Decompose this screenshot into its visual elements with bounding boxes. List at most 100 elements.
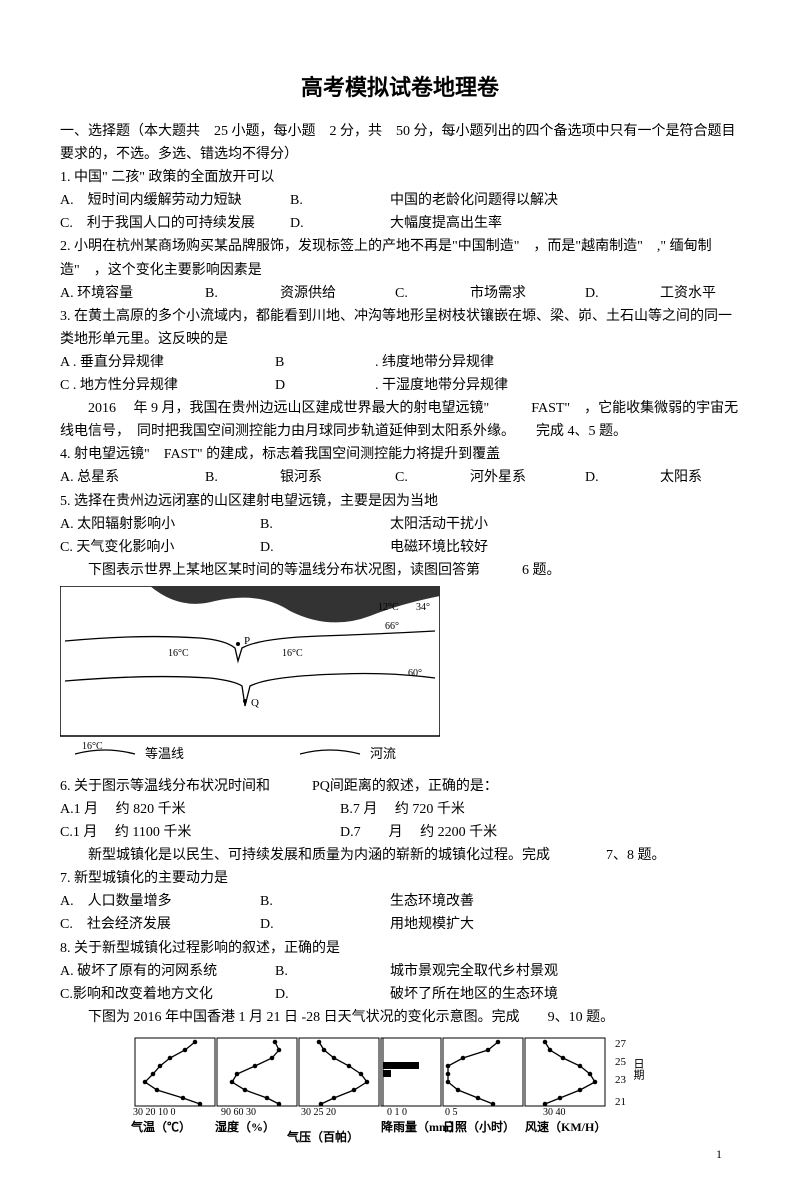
svg-text:等温线: 等温线 xyxy=(145,746,184,761)
opt-d: D. xyxy=(260,913,390,936)
svg-text:25: 25 xyxy=(615,1056,627,1068)
opt-b: B. xyxy=(205,282,280,305)
q3-row2: C . 地方性分异规律 D . 干湿度地带分异规律 xyxy=(60,374,740,397)
q2-opts: A. 环境容量 B. 资源供给 C. 市场需求 D. 工资水平 xyxy=(60,282,740,305)
svg-text:27: 27 xyxy=(615,1038,627,1050)
svg-text:气压（百帕）: 气压（百帕） xyxy=(286,1129,359,1143)
opt-a: A. 太阳辐射影响小 xyxy=(60,513,260,536)
opt-c: C. xyxy=(395,282,470,305)
q5-row1: A. 太阳辐射影响小 B. 太阳活动干扰小 xyxy=(60,513,740,536)
opt-b: B.7 月 约 720 千米 xyxy=(340,798,465,821)
q1-stem: 1. 中国" 二孩" 政策的全面放开可以 xyxy=(60,166,740,189)
svg-text:30 25 20: 30 25 20 xyxy=(301,1107,336,1118)
q6-row1: A.1 月 约 820 千米 B.7 月 约 720 千米 xyxy=(60,798,740,821)
svg-text:风速（KM/H）: 风速（KM/H） xyxy=(525,1119,606,1134)
q6-stem: 6. 关于图示等温线分布状况时间和 PQ间距离的叙述，正确的是： xyxy=(60,775,740,798)
q5-stem: 5. 选择在贵州边远闭塞的山区建射电望远镜，主要是因为当地 xyxy=(60,490,740,513)
opt-b-text: 生态环境改善 xyxy=(390,890,474,913)
opt-d-text: 破坏了所在地区的生态环境 xyxy=(390,983,558,1006)
opt-c: C . 地方性分异规律 xyxy=(60,374,275,397)
q8-stem: 8. 关于新型城镇化过程影响的叙述，正确的是 xyxy=(60,937,740,960)
opt-a: A. 短时间内缓解劳动力短缺 xyxy=(60,189,290,212)
svg-text:66°: 66° xyxy=(385,621,399,632)
opt-b-text: 太阳活动干扰小 xyxy=(390,513,488,536)
opt-d: D. xyxy=(585,466,660,489)
opt-a: A.1 月 约 820 千米 xyxy=(60,798,340,821)
figure-isotherm-map: P Q 12°C 34° 66° 16°C 16°C 60° 16°C 等温线 … xyxy=(60,586,740,771)
opt-b-text: 中国的老龄化问题得以解决 xyxy=(390,189,558,212)
opt-b: B. xyxy=(260,890,390,913)
q8-row1: A. 破坏了原有的河网系统 B. 城市景观完全取代乡村景观 xyxy=(60,960,740,983)
opt-d-text: . 干湿度地带分异规律 xyxy=(375,374,508,397)
opt-c: C. 社会经济发展 xyxy=(60,913,260,936)
opt-d-text: 电磁环境比较好 xyxy=(390,536,488,559)
opt-b-text: 城市景观完全取代乡村景观 xyxy=(390,960,558,983)
q5-row2: C. 天气变化影响小 D. 电磁环境比较好 xyxy=(60,536,740,559)
svg-text:Q: Q xyxy=(251,697,259,709)
opt-d-text: 工资水平 xyxy=(660,282,716,305)
opt-a: A. 人口数量增多 xyxy=(60,890,260,913)
page-number: 1 xyxy=(716,1147,722,1162)
svg-text:P: P xyxy=(244,635,250,647)
opt-c: C. xyxy=(395,466,470,489)
q6-row2: C.1 月 约 1100 千米 D.7 月 约 2200 千米 xyxy=(60,821,740,844)
opt-c: C. 利于我国人口的可持续发展 xyxy=(60,212,290,235)
opt-a: A . 垂直分异规律 xyxy=(60,351,275,374)
svg-text:湿度（%）: 湿度（%） xyxy=(215,1119,275,1134)
q1-row1: A. 短时间内缓解劳动力短缺 B. 中国的老龄化问题得以解决 xyxy=(60,189,740,212)
section-header: 一、选择题（本大题共 25 小题，每小题 2 分，共 50 分，每小题列出的四个… xyxy=(60,120,740,166)
q3-stem: 3. 在黄土高原的多个小流域内，都能看到川地、冲沟等地形呈树枝状镶嵌在塬、梁、峁… xyxy=(60,305,740,351)
opt-c: C.影响和改变着地方文化 xyxy=(60,983,275,1006)
opt-c-text: 市场需求 xyxy=(470,282,585,305)
svg-text:60°: 60° xyxy=(408,668,422,679)
opt-b: B. xyxy=(275,960,390,983)
svg-text:0 1 0: 0 1 0 xyxy=(387,1107,407,1118)
opt-d-text: 用地规模扩大 xyxy=(390,913,474,936)
svg-text:34°: 34° xyxy=(416,602,430,613)
q4-stem: 4. 射电望远镜" FAST" 的建成，标志着我国空间测控能力将提升到覆盖 xyxy=(60,443,740,466)
q2-stem: 2. 小明在杭州某商场购买某品牌服饰，发现标签上的产地不再是"中国制造" ，而是… xyxy=(60,235,740,281)
svg-text:30 20 10 0: 30 20 10 0 xyxy=(133,1107,176,1118)
intro-6: 下图表示世界上某地区某时间的等温线分布状况图，读图回答第 6 题。 xyxy=(60,559,740,582)
q7-stem: 7. 新型城镇化的主要动力是 xyxy=(60,867,740,890)
opt-c: C.1 月 约 1100 千米 xyxy=(60,821,340,844)
opt-b-text: 资源供给 xyxy=(280,282,395,305)
opt-a: A. 总星系 xyxy=(60,466,205,489)
svg-text:16°C: 16°C xyxy=(82,741,103,752)
svg-text:气温（℃）: 气温（℃） xyxy=(130,1119,191,1134)
opt-d: D. xyxy=(290,212,390,235)
opt-d-text: 太阳系 xyxy=(660,466,702,489)
q7-row1: A. 人口数量增多 B. 生态环境改善 xyxy=(60,890,740,913)
svg-text:30 40: 30 40 xyxy=(543,1107,566,1118)
svg-text:90 60 30: 90 60 30 xyxy=(221,1107,256,1118)
intro-7-8: 新型城镇化是以民生、可持续发展和质量为内涵的崭新的城镇化过程。完成 7、8 题。 xyxy=(60,844,740,867)
opt-d: D. xyxy=(585,282,660,305)
svg-text:23: 23 xyxy=(615,1074,627,1086)
figure-weather-panels: 27 25 23 21 日期 30 20 10 0 90 60 30 30 25… xyxy=(60,1033,740,1148)
q7-row2: C. 社会经济发展 D. 用地规模扩大 xyxy=(60,913,740,936)
q4-opts: A. 总星系 B. 银河系 C. 河外星系 D. 太阳系 xyxy=(60,466,740,489)
opt-b: B. xyxy=(260,513,390,536)
intro-4-5: 2016 年 9 月，我国在贵州边远山区建成世界最大的射电望远镜" FAST" … xyxy=(60,397,740,443)
opt-a: A. 环境容量 xyxy=(60,282,205,305)
opt-b: B xyxy=(275,351,375,374)
opt-d: D.7 月 约 2200 千米 xyxy=(340,821,497,844)
opt-d: D. xyxy=(275,983,390,1006)
intro-9-10: 下图为 2016 年中国香港 1 月 21 日 -28 日天气状况的变化示意图。… xyxy=(60,1006,740,1029)
svg-text:21: 21 xyxy=(615,1096,626,1108)
opt-b-text: 银河系 xyxy=(280,466,395,489)
opt-b: B. xyxy=(290,189,390,212)
svg-text:16°C: 16°C xyxy=(168,648,189,659)
opt-d-text: 大幅度提高出生率 xyxy=(390,212,502,235)
svg-text:河流: 河流 xyxy=(370,746,396,761)
opt-c: C. 天气变化影响小 xyxy=(60,536,260,559)
svg-text:日照（小时）: 日照（小时） xyxy=(443,1119,515,1134)
opt-b-text: . 纬度地带分异规律 xyxy=(375,351,494,374)
svg-text:12°C: 12°C xyxy=(378,602,399,613)
opt-d: D xyxy=(275,374,375,397)
page-title: 高考模拟试卷地理卷 xyxy=(60,70,740,102)
opt-a: A. 破坏了原有的河网系统 xyxy=(60,960,275,983)
q8-row2: C.影响和改变着地方文化 D. 破坏了所在地区的生态环境 xyxy=(60,983,740,1006)
svg-text:16°C: 16°C xyxy=(282,648,303,659)
svg-text:0 5: 0 5 xyxy=(445,1107,458,1118)
